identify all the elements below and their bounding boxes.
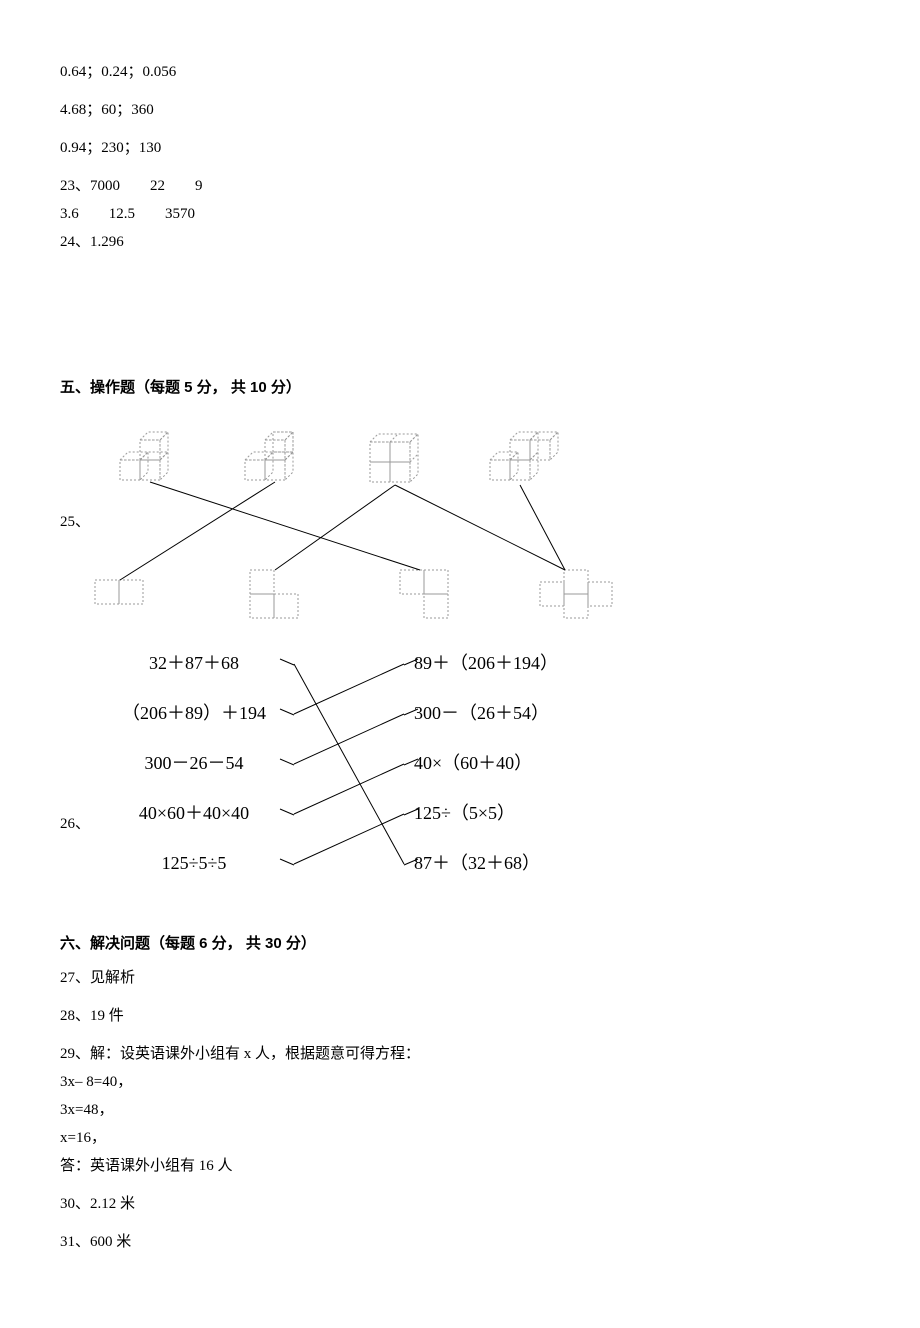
answer-line: 0.64；0.24；0.056 bbox=[60, 60, 860, 84]
answer-line: 3x=48， bbox=[60, 1098, 860, 1122]
answer-line: 28、19 件 bbox=[60, 1004, 860, 1028]
answer-line: 4.68；60；360 bbox=[60, 98, 860, 122]
answer-line: 3.6 12.5 3570 bbox=[60, 202, 860, 226]
answer-line: 27、见解析 bbox=[60, 966, 860, 990]
svg-text:32＋87＋68: 32＋87＋68 bbox=[149, 653, 239, 673]
svg-text:125÷5÷5: 125÷5÷5 bbox=[162, 853, 227, 873]
svg-text:125÷（5×5）: 125÷（5×5） bbox=[414, 803, 515, 823]
answer-line: x=16， bbox=[60, 1126, 860, 1150]
svg-text:300－（26＋54）: 300－（26＋54） bbox=[414, 703, 549, 723]
svg-text:300－26－54: 300－26－54 bbox=[145, 753, 244, 773]
svg-text:87＋（32＋68）: 87＋（32＋68） bbox=[414, 853, 540, 873]
answer-line: 3x– 8=40， bbox=[60, 1070, 860, 1094]
section-6-heading: 六、解决问题（每题 6 分， 共 30 分） bbox=[60, 932, 860, 956]
answer-line: 29、解：设英语课外小组有 x 人，根据题意可得方程： bbox=[60, 1042, 860, 1066]
answer-line: 30、2.12 米 bbox=[60, 1192, 860, 1216]
svg-text:40×60＋40×40: 40×60＋40×40 bbox=[139, 803, 249, 823]
answer-line: 31、600 米 bbox=[60, 1230, 860, 1254]
section-5-heading: 五、操作题（每题 5 分， 共 10 分） bbox=[60, 376, 860, 400]
q25-number: 25、 bbox=[60, 510, 90, 534]
answer-line: 0.94；230；130 bbox=[60, 136, 860, 160]
svg-text:89＋（206＋194）: 89＋（206＋194） bbox=[414, 653, 558, 673]
svg-text:（206＋89）＋194: （206＋89）＋194 bbox=[122, 703, 266, 723]
q26-expression-diagram: 32＋87＋68 （206＋89）＋194 300－26－54 40×60＋40×40… bbox=[94, 634, 614, 904]
answer-line: 答：英语课外小组有 16 人 bbox=[60, 1154, 860, 1178]
answer-line: 24、1.296 bbox=[60, 230, 860, 254]
svg-text:40×（60＋40）: 40×（60＋40） bbox=[414, 753, 532, 773]
q25-cubes-diagram bbox=[60, 410, 630, 630]
q26-number: 26、 bbox=[60, 812, 90, 836]
answer-line: 23、7000 22 9 bbox=[60, 174, 860, 198]
